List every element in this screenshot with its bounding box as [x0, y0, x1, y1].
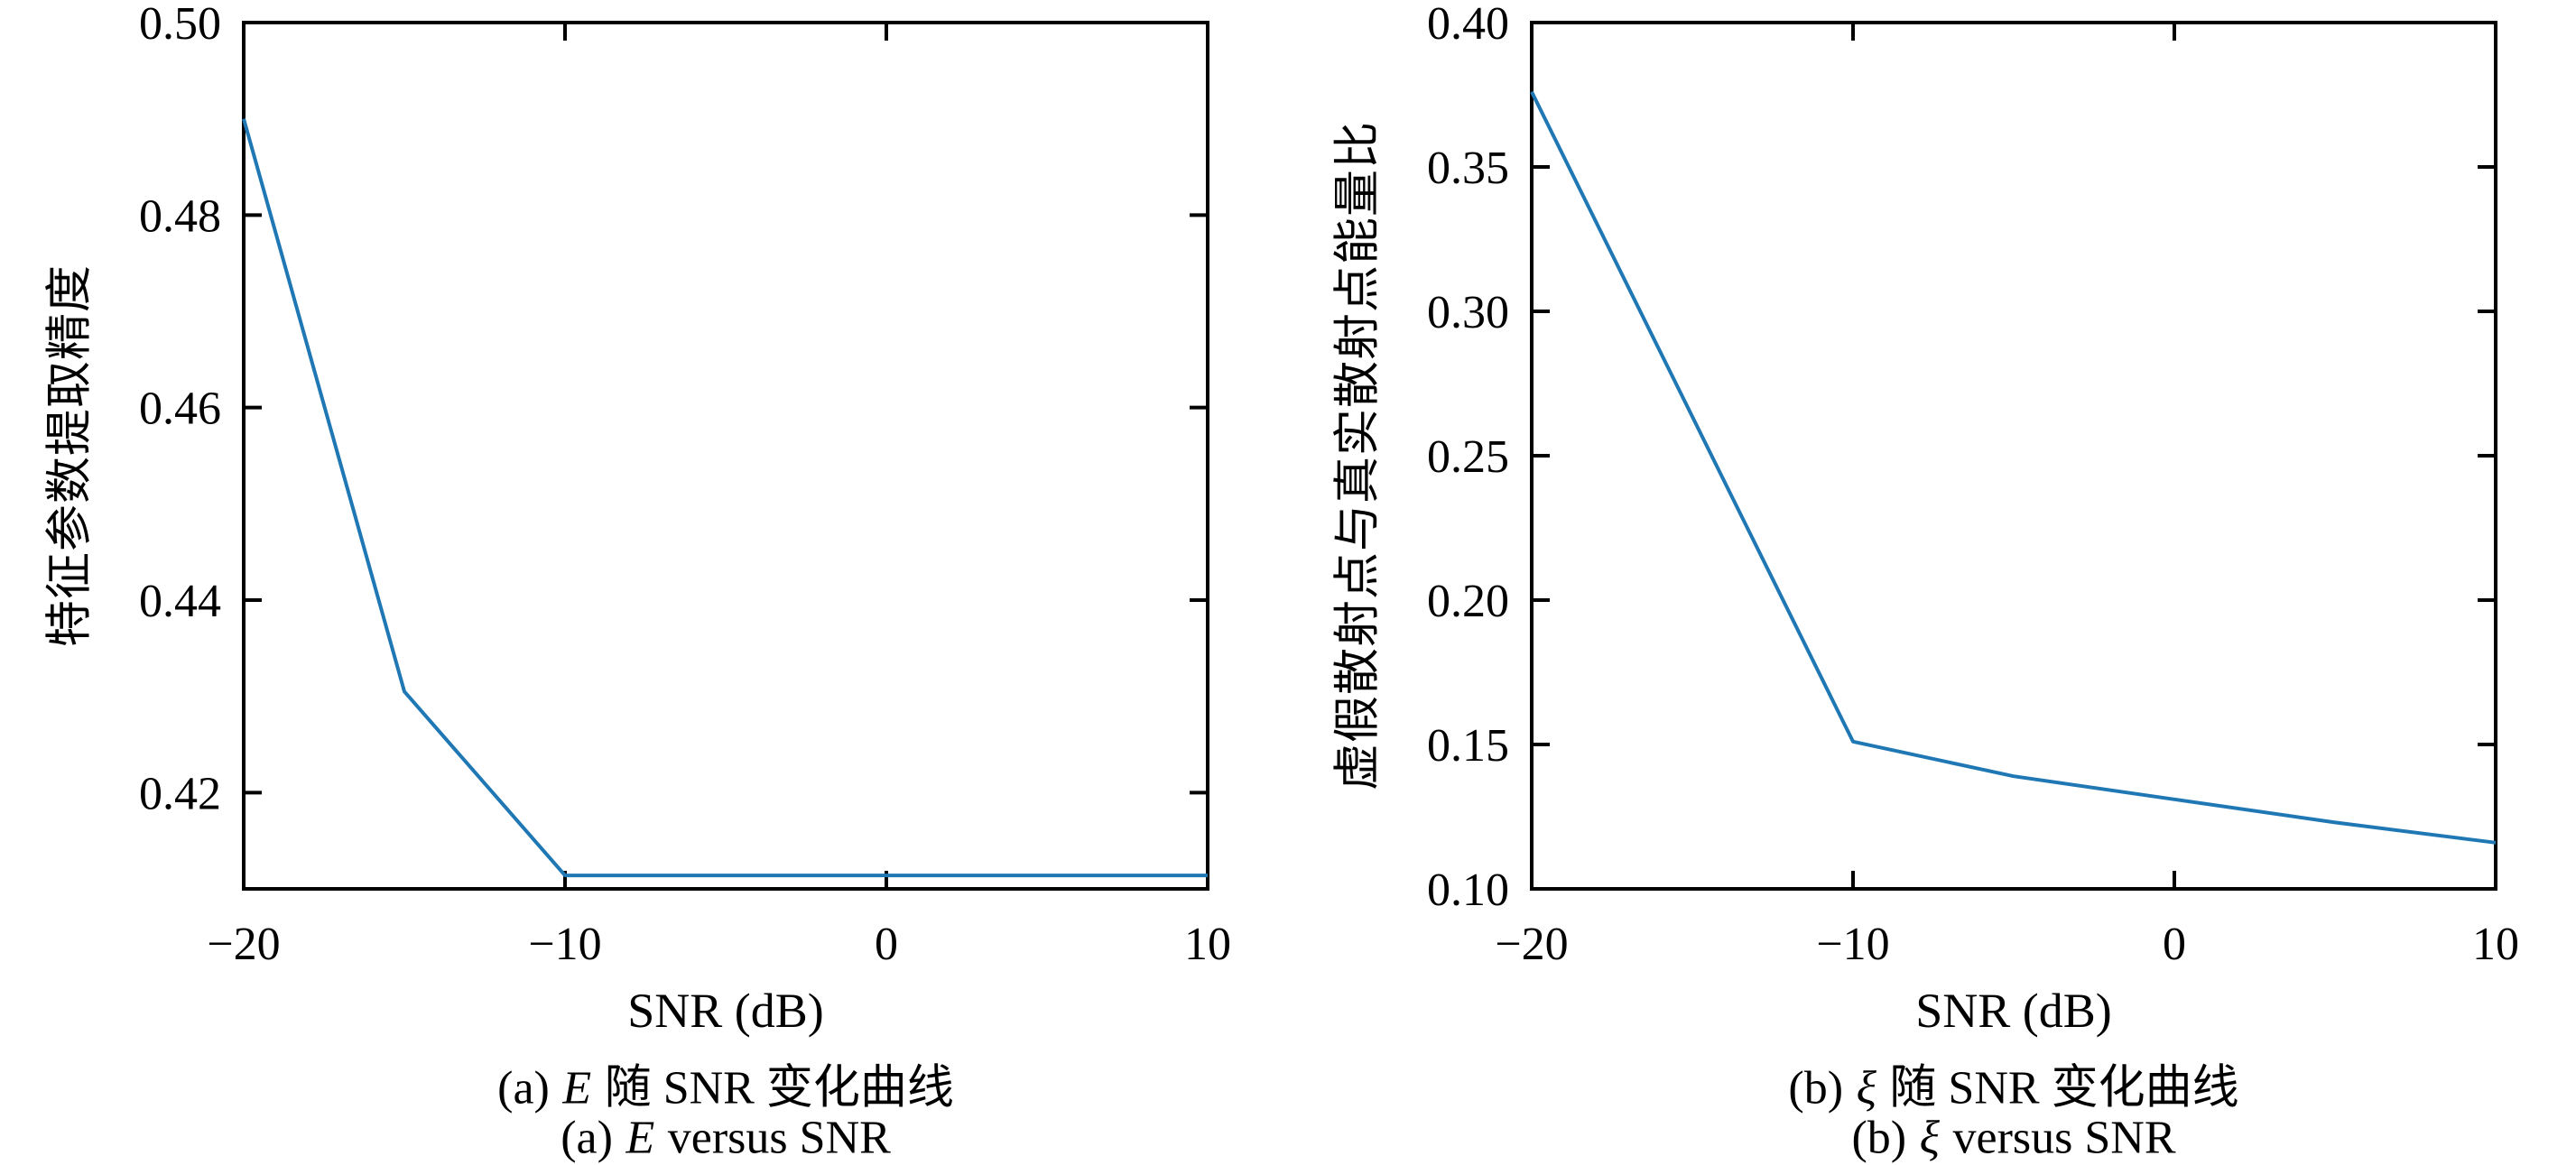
caption-a-cn-index: (a)	[497, 1062, 550, 1114]
y-axis-label-b: 虚假散射点与真实散射点能量比	[1332, 120, 1385, 791]
x-tick-label: 10	[1184, 919, 1231, 970]
y-tick-label: 0.48	[139, 190, 221, 242]
y-tick-label: 0.10	[1427, 865, 1509, 916]
caption-a-chinese: (a) E 随 SNR 变化曲线	[497, 1049, 954, 1117]
chart-a-plot: −20 −10 0 10 0.42 0.44 0.46 0.48 0.50	[139, 0, 1231, 970]
y-tick-label: 0.35	[1427, 143, 1509, 194]
plot-box	[1530, 21, 2497, 891]
data-line	[1530, 90, 2497, 845]
plot-box	[242, 21, 1209, 891]
caption-a-en-index: (a)	[561, 1112, 613, 1164]
x-axis-label-b: SNR (dB)	[1915, 984, 2112, 1038]
y-tick-label: 0.20	[1427, 576, 1509, 627]
y-tick-label: 0.42	[139, 768, 221, 819]
x-tick-label: 0	[2163, 919, 2186, 970]
caption-b-cn-text: 随 SNR 变化曲线	[1889, 1062, 2239, 1114]
caption-a-en-text: versus SNR	[667, 1112, 891, 1164]
x-tick-label: −10	[1816, 919, 1889, 970]
panel-a: −20 −10 0 10 0.42 0.44 0.46 0.48 0.50 特征参数提取精度 S…	[44, 0, 1232, 1165]
y-tick-label: 0.15	[1427, 720, 1509, 772]
caption-b-english: (b) ξ versus SNR	[1851, 1112, 2175, 1165]
x-tick-label: −10	[528, 919, 601, 970]
caption-b-cn-symbol: ξ	[1856, 1062, 1876, 1114]
x-tick-label: 0	[875, 919, 898, 970]
y-axis-label-a: 特征参数提取精度	[44, 264, 97, 648]
caption-b-en-symbol: ξ	[1919, 1112, 1940, 1164]
x-tick-label: 10	[2472, 919, 2519, 970]
y-tick-label: 0.46	[139, 384, 221, 435]
caption-b-en-index: (b)	[1851, 1112, 1907, 1164]
caption-b-chinese: (b) ξ 随 SNR 变化曲线	[1788, 1049, 2238, 1117]
caption-a-cn-text: 随 SNR 变化曲线	[604, 1062, 954, 1114]
data-line	[242, 118, 1208, 878]
panel-b: −20 −10 0 10 0.10 0.15 0.20 0.25 0.30 0.35 0.40 虚假…	[1288, 0, 2576, 1165]
x-tick-label: −20	[1495, 919, 1568, 970]
caption-b-cn-index: (b)	[1788, 1062, 1844, 1114]
y-tick-label: 0.25	[1427, 431, 1509, 483]
y-tick-label: 0.44	[139, 576, 221, 627]
y-tick-label: 0.30	[1427, 287, 1509, 338]
x-axis-label-a: SNR (dB)	[627, 984, 824, 1038]
caption-b-en-text: versus SNR	[1952, 1112, 2176, 1164]
caption-a-en-symbol: E	[625, 1112, 655, 1164]
caption-a-cn-symbol: E	[562, 1062, 592, 1114]
x-tick-label: −20	[207, 919, 280, 970]
chart-b-plot: −20 −10 0 10 0.10 0.15 0.20 0.25 0.30 0.35 0.40	[1427, 0, 2519, 970]
y-tick-label: 0.40	[1427, 0, 1509, 50]
y-tick-label: 0.50	[139, 0, 221, 50]
